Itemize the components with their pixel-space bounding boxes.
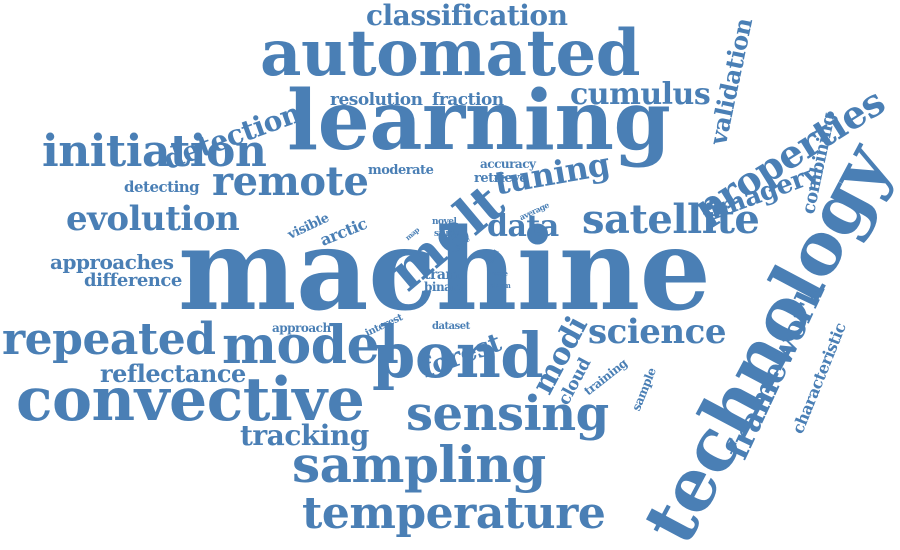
word-initiation: initiation	[42, 126, 267, 177]
word-binary: binary	[424, 280, 464, 294]
word-approach: approach	[272, 321, 331, 335]
word-science: science	[588, 312, 726, 352]
word-novel: novel	[432, 217, 457, 227]
word-rmse: rmse	[490, 269, 508, 278]
word-fraction: fraction	[432, 90, 504, 110]
word-alarm: alarm	[490, 281, 511, 290]
word-convective: convective	[16, 365, 365, 435]
word-reflectance: reflectance	[100, 359, 246, 388]
word-validation: validation	[703, 15, 759, 148]
word-approaches: approaches	[50, 250, 174, 274]
word-sampling: sampling	[292, 435, 546, 494]
word-resolution: resolution	[330, 90, 423, 110]
word-temperature: temperature	[302, 488, 606, 539]
word-data: data	[487, 209, 559, 244]
word-dataset: dataset	[432, 321, 470, 332]
word-tracking: tracking	[240, 419, 369, 452]
word-accuracy: accuracy	[480, 157, 536, 171]
word-repeated: repeated	[2, 314, 216, 365]
word-pond: pond	[372, 319, 544, 392]
word-remote: remote	[212, 158, 369, 205]
word-tram: tram	[424, 267, 460, 283]
word-sample: sample	[629, 366, 659, 413]
word-retrieve: retrieve	[474, 171, 528, 186]
word-satellite: satellite	[582, 196, 760, 243]
word-learning: learning	[287, 73, 671, 169]
word-study: study	[434, 229, 459, 239]
word-detecting: detecting	[124, 178, 200, 196]
word-cumulus: cumulus	[570, 77, 711, 112]
word-evolution: evolution	[66, 199, 240, 239]
word-moderate: moderate	[368, 163, 434, 178]
word-difference: difference	[84, 270, 182, 291]
word-automated: automated	[260, 16, 640, 91]
word-classification: classification	[366, 0, 568, 32]
word-machine: machine	[178, 205, 711, 336]
word-sensing: sensing	[406, 386, 609, 442]
word-model: model	[222, 315, 399, 376]
